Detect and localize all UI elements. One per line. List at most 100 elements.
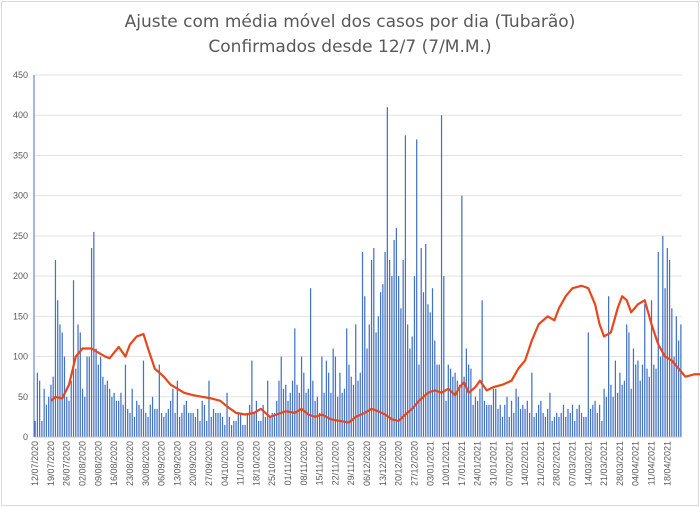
bar-daily-cases xyxy=(84,396,86,437)
bar-daily-cases xyxy=(603,388,605,437)
bar-daily-cases xyxy=(357,380,359,437)
bar-daily-cases xyxy=(188,412,190,437)
bar-daily-cases xyxy=(54,260,57,437)
bar-daily-cases xyxy=(483,400,486,437)
x-tick-label: 21/03/2021 xyxy=(599,441,609,486)
bar-daily-cases xyxy=(427,304,429,437)
bar-daily-cases xyxy=(488,404,490,437)
bar-daily-cases xyxy=(124,364,127,437)
bar-daily-cases xyxy=(470,368,472,437)
y-tick-label: 300 xyxy=(13,191,28,201)
bar-daily-cases xyxy=(637,360,639,437)
y-tick-label: 200 xyxy=(13,271,28,281)
x-tick-label: 24/01/2021 xyxy=(473,441,483,486)
bar-daily-cases xyxy=(249,404,251,437)
y-tick-label: 50 xyxy=(18,392,28,402)
bar-daily-cases xyxy=(140,408,142,437)
bar-daily-cases xyxy=(129,412,131,437)
bar-daily-cases xyxy=(632,348,635,437)
x-tick-label: 18/10/2020 xyxy=(251,441,261,486)
bar-daily-cases xyxy=(673,356,675,437)
bar-daily-cases xyxy=(443,276,445,437)
x-tick-label: 09/08/2020 xyxy=(93,441,103,486)
bar-daily-cases xyxy=(260,420,262,437)
bar-daily-cases xyxy=(560,412,562,437)
bar-daily-cases xyxy=(111,396,113,437)
bar-daily-cases xyxy=(411,336,413,437)
x-tick-label: 02/08/2020 xyxy=(78,441,88,486)
bar-daily-cases xyxy=(206,420,208,437)
bar-daily-cases xyxy=(508,416,510,437)
bar-daily-cases xyxy=(614,360,617,437)
x-tick-label: 31/01/2021 xyxy=(488,441,498,486)
bar-daily-cases xyxy=(585,416,587,437)
x-tick-label: 04/10/2020 xyxy=(220,441,230,486)
bar-daily-cases xyxy=(321,356,323,437)
bar-daily-cases xyxy=(235,420,237,437)
bar-daily-cases xyxy=(319,412,321,437)
bar-daily-cases xyxy=(635,364,637,437)
bar-daily-cases xyxy=(183,404,185,437)
bar-daily-cases xyxy=(594,400,596,437)
bar-daily-cases xyxy=(395,227,397,437)
x-tick-label: 30/08/2020 xyxy=(141,441,151,486)
bar-daily-cases xyxy=(48,396,50,437)
bar-daily-cases xyxy=(422,292,425,437)
bar-daily-cases xyxy=(303,372,305,437)
bar-daily-cases xyxy=(621,384,623,437)
bar-daily-cases xyxy=(580,412,583,437)
bar-daily-cases xyxy=(540,400,542,437)
bar-daily-cases xyxy=(504,404,506,437)
bar-daily-cases xyxy=(102,376,104,437)
bar-daily-cases xyxy=(409,348,411,437)
bar-daily-cases xyxy=(461,195,463,437)
y-tick-label: 400 xyxy=(13,110,28,120)
bar-daily-cases xyxy=(221,416,224,437)
bar-daily-cases xyxy=(454,372,456,437)
bar-daily-cases xyxy=(393,239,395,437)
x-tick-label: 21/02/2021 xyxy=(536,441,546,486)
bar-daily-cases xyxy=(375,332,377,437)
x-tick-label: 20/12/2020 xyxy=(394,441,404,486)
x-tick-label: 12/07/2020 xyxy=(30,441,40,486)
bar-daily-cases xyxy=(664,288,666,437)
bar-daily-cases xyxy=(535,412,537,437)
bar-daily-cases xyxy=(562,404,565,437)
x-tick-label: 18/04/2021 xyxy=(662,441,672,486)
bar-daily-cases xyxy=(122,404,124,437)
moving-average-line xyxy=(50,284,700,424)
bar-daily-cases xyxy=(79,332,81,437)
bar-daily-cases xyxy=(646,368,648,437)
bar-daily-cases xyxy=(127,408,129,437)
bar-daily-cases xyxy=(106,380,108,437)
chart-subtitle: Confirmados desde 12/7 (7/M.M.) xyxy=(208,37,492,57)
y-tick-label: 350 xyxy=(13,150,28,160)
bar-daily-cases xyxy=(499,404,501,437)
bar-daily-cases xyxy=(151,396,154,437)
bar-daily-cases xyxy=(149,404,151,437)
bar-daily-cases xyxy=(589,408,592,437)
bar-daily-cases xyxy=(350,376,352,437)
bar-daily-cases xyxy=(172,388,174,437)
bar-daily-cases xyxy=(346,328,348,437)
bar-daily-cases xyxy=(630,388,632,437)
bar-daily-cases xyxy=(452,376,454,437)
bar-daily-cases xyxy=(526,400,528,437)
x-tick-label: 01/11/2020 xyxy=(283,441,293,485)
bar-daily-cases xyxy=(287,400,289,437)
bar-daily-cases xyxy=(556,412,558,437)
bar-daily-cases xyxy=(86,356,88,437)
x-tick-label: 03/01/2021 xyxy=(425,441,435,486)
bar-daily-cases xyxy=(273,412,276,437)
bar-daily-cases xyxy=(312,380,314,437)
bar-daily-cases xyxy=(330,392,332,437)
bar-daily-cases xyxy=(194,416,197,437)
bar-daily-cases xyxy=(88,356,90,437)
bar-daily-cases xyxy=(513,412,515,437)
bar-daily-cases xyxy=(215,412,217,437)
bar-daily-cases xyxy=(370,260,373,437)
bar-daily-cases xyxy=(154,408,156,437)
x-tick-label: 19/07/2020 xyxy=(46,441,56,486)
bar-daily-cases xyxy=(668,260,671,437)
